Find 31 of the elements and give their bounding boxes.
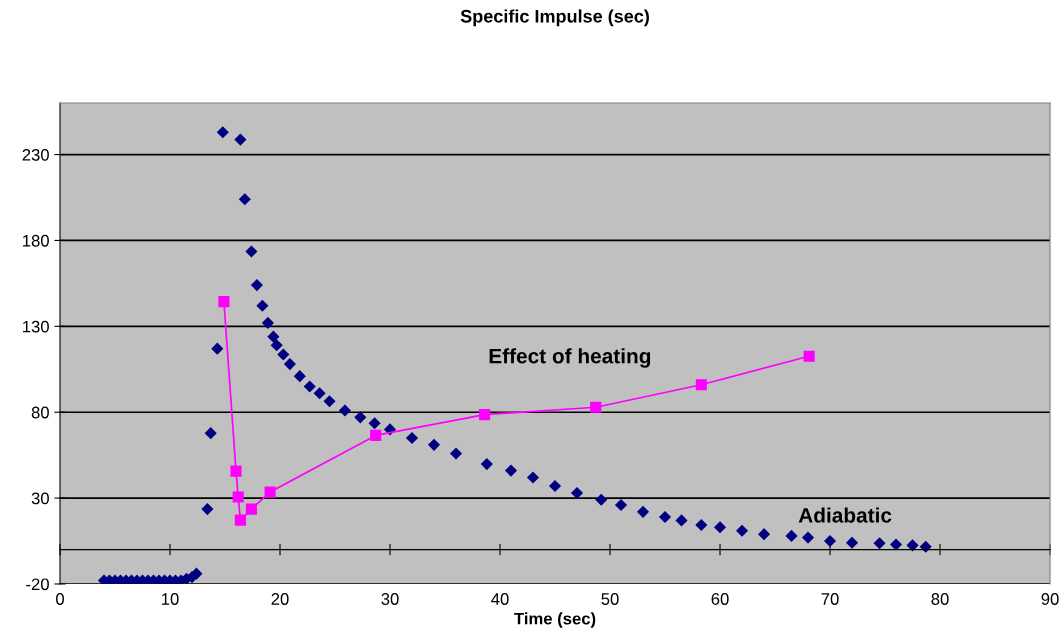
x-axis-title: Time (sec)	[514, 612, 596, 628]
y-tick-label: 180	[23, 234, 49, 247]
point	[695, 379, 707, 391]
x-tick-label: 40	[491, 593, 509, 605]
annotation: Effect of heating	[489, 348, 651, 368]
point	[479, 409, 491, 421]
x-tick-label: 30	[381, 593, 399, 605]
x-tick-label: 60	[711, 593, 729, 605]
y-tick-label: 130	[23, 320, 49, 333]
chart-title: Specific Impulse (sec)	[460, 9, 649, 27]
point	[803, 350, 815, 362]
x-tick-label: 90	[1041, 593, 1059, 605]
point	[232, 491, 244, 503]
y-tick-label: 80	[31, 406, 49, 419]
x-tick-label: 80	[931, 593, 949, 605]
point	[245, 503, 257, 515]
point	[234, 514, 246, 526]
x-tick-label: 20	[271, 593, 289, 605]
x-tick-label: 50	[601, 593, 619, 605]
annotation: Adiabatic	[798, 507, 892, 523]
point	[264, 486, 276, 498]
x-tick-label: 0	[56, 593, 64, 605]
point	[218, 296, 230, 308]
x-tick-label: 10	[162, 593, 179, 605]
point	[370, 429, 382, 441]
point	[590, 401, 602, 413]
y-tick-label: 230	[22, 148, 49, 161]
point	[230, 465, 242, 477]
y-tick-label: 30	[31, 492, 49, 505]
x-tick-label: 70	[821, 593, 839, 605]
y-tick-label: -20	[26, 578, 49, 591]
